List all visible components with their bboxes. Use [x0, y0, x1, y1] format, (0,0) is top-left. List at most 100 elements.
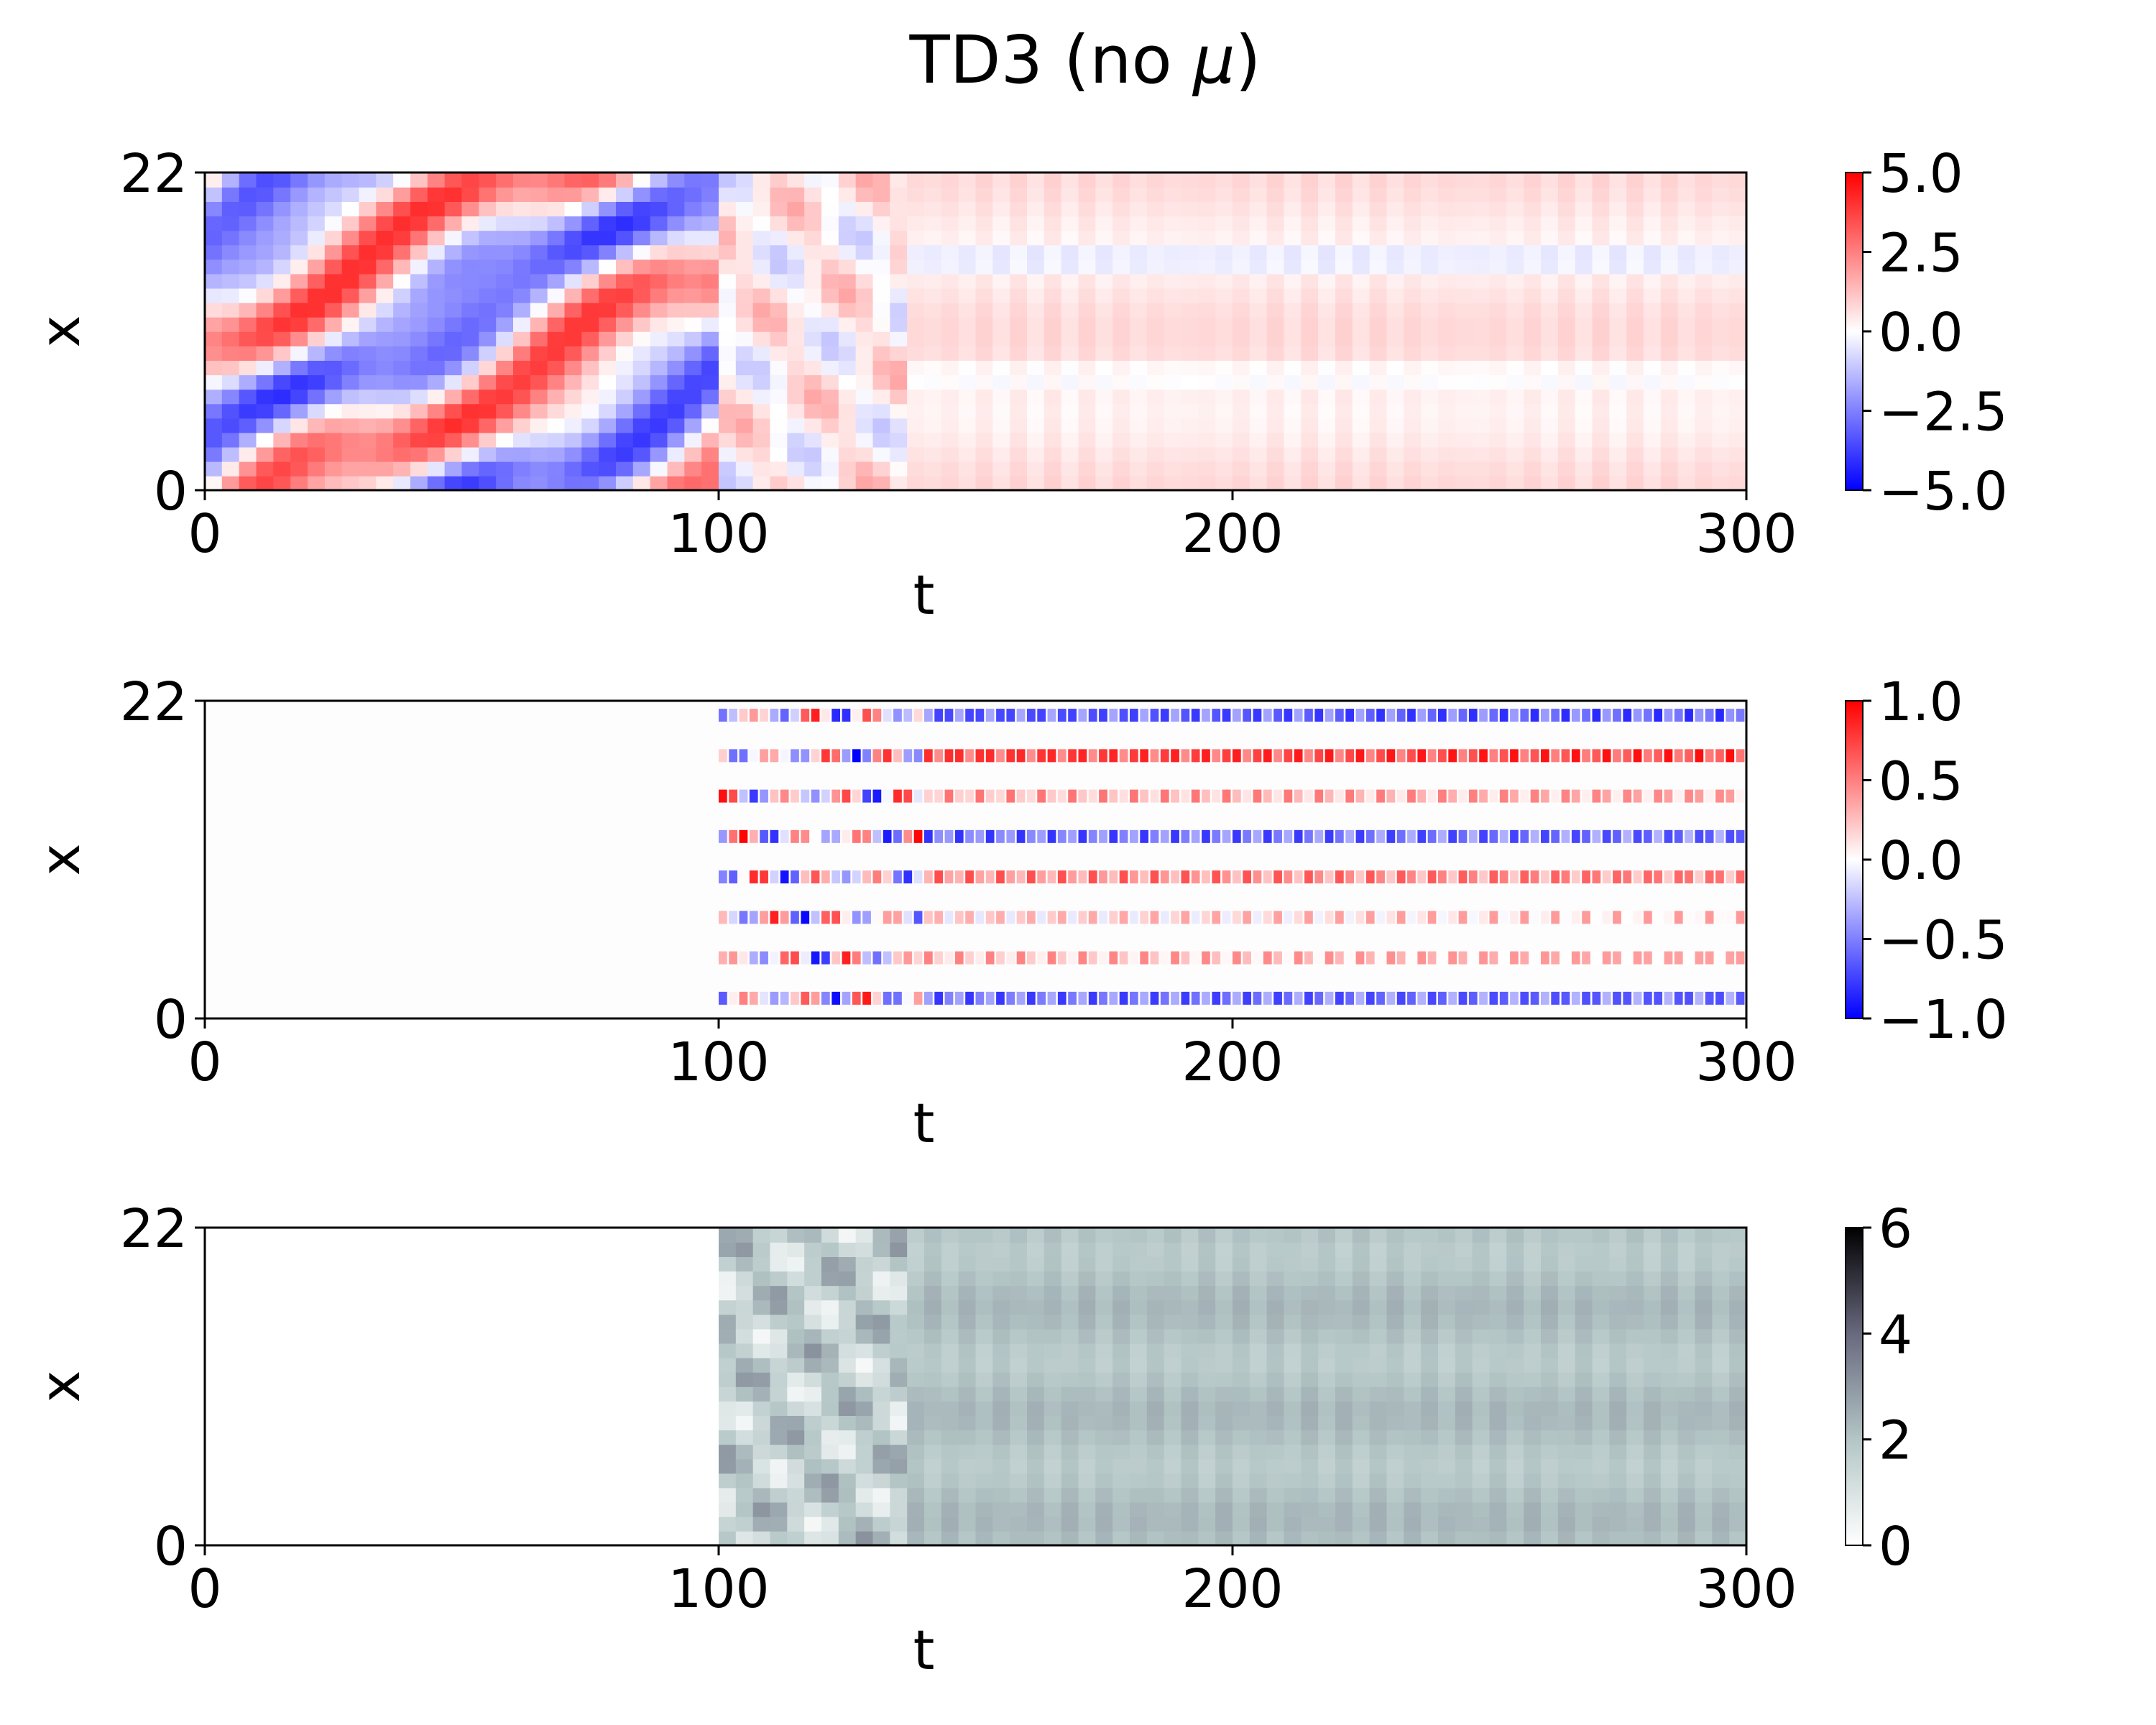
actuator-segment [1386, 749, 1396, 763]
heatmap-cell [599, 1228, 617, 1243]
heatmap-cell [735, 1256, 754, 1272]
heatmap-cell [273, 331, 291, 346]
heatmap-cell [256, 331, 275, 346]
heatmap-cell [992, 1357, 1010, 1373]
heatmap-cell [479, 346, 497, 361]
heatmap-cell [1369, 1285, 1388, 1301]
heatmap-cell [872, 201, 891, 217]
heatmap-cell [530, 1444, 548, 1460]
heatmap-cell [324, 230, 343, 246]
heatmap-cell [564, 432, 583, 448]
actuator-segment [791, 991, 799, 1005]
heatmap-cell [1146, 1430, 1165, 1445]
heatmap-cell [1541, 302, 1559, 318]
heatmap-cell [907, 1242, 925, 1257]
heatmap-cell [1421, 360, 1439, 376]
heatmap-cell [1318, 389, 1336, 405]
heatmap-cell [1695, 1516, 1713, 1532]
actuator-segment [831, 911, 841, 924]
heatmap-cell [1010, 1314, 1028, 1330]
heatmap-cell [838, 201, 857, 217]
heatmap-cell [1506, 201, 1524, 217]
actuator-segment [1304, 870, 1313, 884]
heatmap-cell [632, 1444, 651, 1460]
heatmap-cell [1660, 446, 1679, 462]
heatmap-cell [461, 1473, 480, 1489]
heatmap-cell [855, 374, 874, 390]
heatmap-cell [787, 1371, 805, 1387]
heatmap-cell [821, 187, 839, 202]
heatmap-cell [1335, 244, 1353, 260]
heatmap-cell [1524, 360, 1542, 376]
heatmap-cell [273, 461, 291, 477]
heatmap-cell [513, 1386, 531, 1402]
actuator-segment [944, 789, 954, 803]
actuator-segment [965, 991, 974, 1005]
heatmap-cell [616, 201, 634, 217]
heatmap-cell [1695, 273, 1713, 289]
heatmap-cell [838, 187, 857, 202]
heatmap-cell [1660, 1444, 1679, 1460]
actuator-segment [1233, 991, 1241, 1005]
actuator-segment [996, 709, 1005, 722]
heatmap-cell [616, 1444, 634, 1460]
heatmap-cell [1386, 446, 1405, 462]
actuator-segment [1365, 709, 1375, 722]
heatmap-cell [719, 432, 737, 448]
heatmap-cell [924, 1401, 942, 1416]
actuator-segment [1016, 951, 1026, 965]
actuator-segment [883, 829, 892, 843]
heatmap-cell [1335, 216, 1353, 231]
heatmap-cell [1318, 1501, 1336, 1517]
heatmap-cell [1301, 1256, 1319, 1272]
heatmap-cell [461, 1285, 480, 1301]
heatmap-cell [752, 1371, 771, 1387]
heatmap-cell [1198, 374, 1216, 390]
heatmap-cell [1198, 1343, 1216, 1358]
heatmap-cell [1592, 1430, 1611, 1445]
heatmap-cell [992, 1285, 1010, 1301]
heatmap-cell [221, 1271, 240, 1287]
actuator-segment [893, 870, 902, 884]
actuator-segment [1263, 911, 1272, 924]
heatmap-cell [1626, 389, 1644, 405]
heatmap-cell [1421, 273, 1439, 289]
heatmap-cell [1575, 1371, 1593, 1387]
heatmap-cell [735, 1530, 754, 1546]
heatmap-cell [1386, 346, 1405, 361]
heatmap-cell [838, 346, 857, 361]
heatmap-cell [427, 446, 446, 462]
heatmap-cell [1369, 475, 1388, 491]
heatmap-cell [1095, 446, 1113, 462]
heatmap-cell [1677, 1487, 1696, 1503]
heatmap-cell [1421, 446, 1439, 462]
actuator-segment [1130, 749, 1138, 763]
heatmap-cell [1249, 418, 1268, 433]
heatmap-cell [1318, 316, 1336, 332]
heatmap-cell [1609, 273, 1627, 289]
heatmap-cell [1592, 288, 1611, 303]
heatmap-cell [376, 475, 394, 491]
heatmap-cell [1712, 187, 1730, 202]
heatmap-cell [1044, 1487, 1062, 1503]
heatmap-cell [958, 1386, 977, 1402]
heatmap-cell [479, 1516, 497, 1532]
heatmap-cell [752, 1516, 771, 1532]
heatmap-cell [581, 475, 599, 491]
heatmap-cell [239, 1430, 257, 1445]
heatmap-cell [1592, 230, 1611, 246]
heatmap-cell [650, 187, 668, 202]
heatmap-cell [1729, 316, 1747, 332]
heatmap-cell [1386, 360, 1405, 376]
heatmap-cell [1524, 1285, 1542, 1301]
heatmap-cell [376, 1242, 394, 1257]
heatmap-cell [1146, 172, 1165, 188]
actuator-segment [1458, 709, 1468, 722]
heatmap-cell [1335, 1271, 1353, 1287]
heatmap-cell [1249, 1487, 1268, 1503]
actuator-segment [1109, 789, 1118, 803]
heatmap-cell [684, 1401, 702, 1416]
actuator-segment [1592, 829, 1601, 843]
heatmap-cell [975, 461, 994, 477]
heatmap-cell [804, 1256, 822, 1272]
